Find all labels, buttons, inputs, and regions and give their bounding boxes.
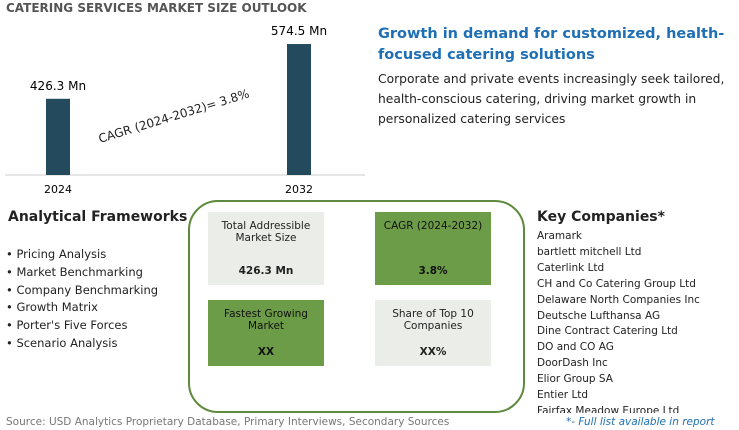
metric-label: CAGR (2024-2032) [383, 220, 483, 232]
company-item: Dine Contract Catering Ltd [537, 325, 678, 338]
cagr-annotation: CAGR (2024-2032)= 3.8% [97, 87, 251, 146]
insight-text: Corporate and private events increasingl… [378, 72, 725, 126]
frameworks-title: Analytical Frameworks [8, 209, 188, 225]
company-item: bartlett mitchell Ltd [537, 245, 642, 258]
framework-item: • Pricing Analysis [6, 247, 107, 261]
framework-item: • Porter's Five Forces [6, 318, 128, 333]
metric-box: Fastest Growing Market XX [208, 300, 324, 366]
company-item: DO and CO AG [537, 341, 614, 354]
value-label: 426.3 Mn [30, 79, 86, 93]
metric-value: 426.3 Mn [238, 265, 294, 277]
company-item: Delaware North Companies Inc [537, 293, 700, 306]
chart: CATERING SERVICES MARKET SIZE OUTLOOK CA… [5, 1, 365, 196]
metric-label: Share of Top 10 Companies [392, 308, 474, 332]
metric-value: 3.8% [418, 265, 448, 277]
framework-item: • Growth Matrix [6, 300, 98, 315]
company-item: Deutsche Lufthansa AG [537, 309, 661, 322]
company-item: Caterlink Ltd [537, 261, 605, 274]
framework-item: • Scenario Analysis [6, 335, 118, 350]
company-item: Fairfax Meadow Europe Ltd [537, 404, 680, 413]
company-item: CH and Co Catering Group Ltd [537, 277, 696, 290]
company-item: Entier Ltd [537, 389, 589, 402]
insight-title: Growth in demand for customized, health-… [378, 26, 725, 63]
metric-box: CAGR (2024-2032) 3.8% [375, 212, 491, 285]
x-tick-label: 2032 [285, 183, 313, 196]
metrics-frame [188, 200, 525, 413]
frameworks-list: • Pricing Analysis • Market Benchmarking •… [6, 246, 158, 353]
framework-item: • Company Benchmarking [6, 282, 159, 297]
metric-value: XX% [419, 346, 447, 358]
company-item: Elior Group SA [537, 373, 613, 386]
metric-box: Total Addressible Market Size 426.3 Mn [208, 212, 324, 285]
chart-title: CATERING SERVICES MARKET SIZE OUTLOOK [6, 1, 307, 15]
value-label: 574.5 Mn [271, 24, 327, 38]
footnote: *- Full list available in report [566, 416, 715, 428]
companies-title: Key Companies* [537, 209, 665, 225]
x-tick-label: 2024 [44, 183, 72, 196]
companies-list: Aramark bartlett mitchell Ltd Caterlink Lt… [537, 229, 737, 413]
metric-label: Total Addressible Market Size [221, 220, 311, 244]
bar [46, 98, 70, 175]
bar [287, 44, 311, 175]
companies-clip: Aramark bartlett mitchell Ltd Caterlink Lt… [537, 229, 737, 413]
company-item: DoorDash Inc [537, 357, 608, 370]
metric-label: Fastest Growing Market [224, 308, 308, 332]
metric-value: XX [257, 346, 275, 358]
company-item: Aramark [537, 230, 582, 242]
framework-item: • Market Benchmarking [6, 264, 143, 279]
metric-box: Share of Top 10 Companies XX% [375, 300, 491, 366]
source: Source: USD Analytics Proprietary Databa… [6, 416, 450, 428]
